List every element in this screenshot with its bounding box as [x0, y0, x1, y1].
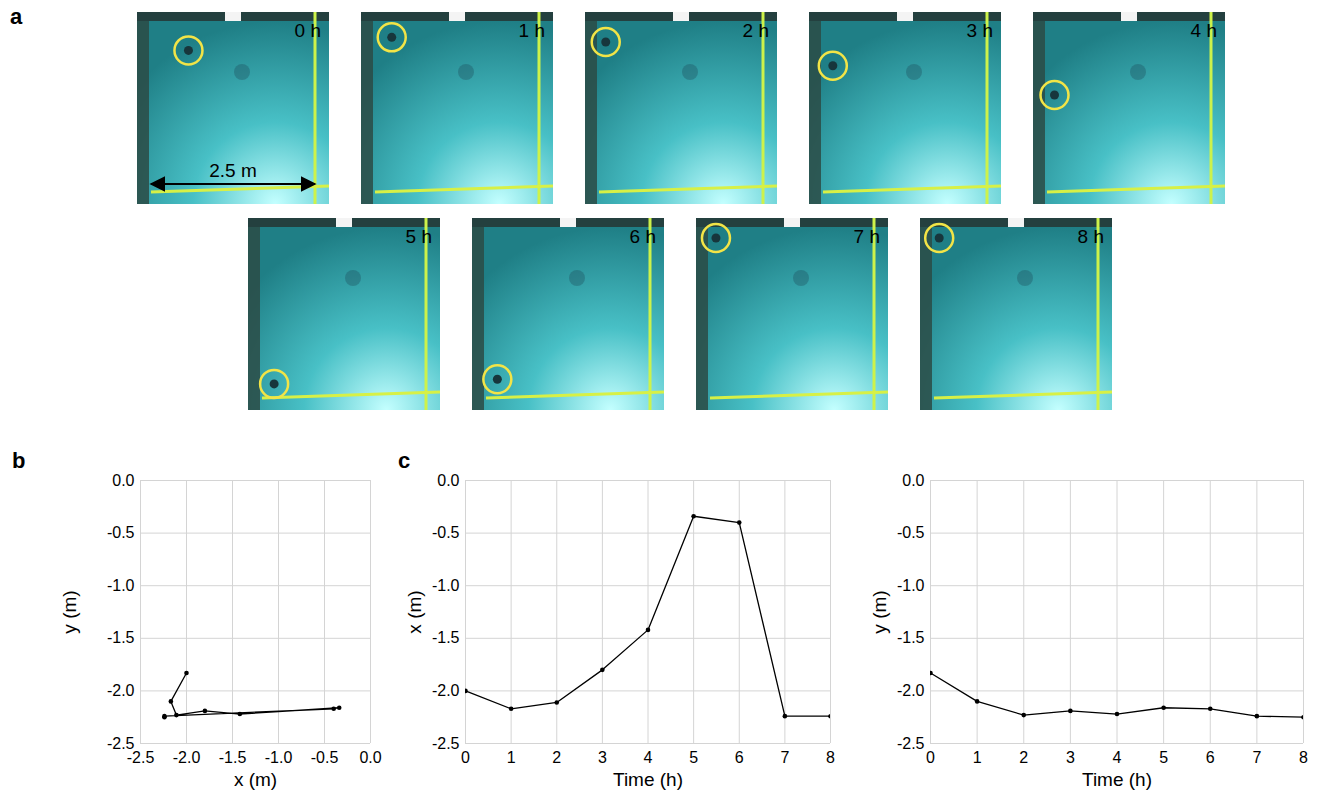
svg-text:5 h: 5 h — [406, 226, 432, 247]
svg-text:7 h: 7 h — [854, 226, 880, 247]
svg-text:-2.0: -2.0 — [173, 749, 201, 766]
svg-text:-1.0: -1.0 — [432, 577, 460, 594]
svg-text:-0.5: -0.5 — [432, 524, 460, 541]
svg-text:-0.5: -0.5 — [897, 524, 925, 541]
svg-text:-2.5: -2.5 — [432, 735, 460, 752]
svg-text:-1.5: -1.5 — [107, 629, 135, 646]
svg-text:y (m): y (m) — [59, 590, 80, 633]
svg-text:x (m): x (m) — [234, 769, 277, 790]
svg-text:0.0: 0.0 — [112, 472, 134, 489]
svg-text:4: 4 — [644, 749, 653, 766]
svg-text:3: 3 — [598, 749, 607, 766]
svg-text:Time (h): Time (h) — [1082, 769, 1152, 790]
svg-text:Time (h): Time (h) — [613, 769, 683, 790]
svg-text:-2.0: -2.0 — [897, 682, 925, 699]
svg-text:0.0: 0.0 — [902, 472, 924, 489]
html-text:a: a — [10, 4, 23, 29]
svg-text:-1.0: -1.0 — [265, 749, 293, 766]
svg-text:-0.5: -0.5 — [107, 524, 135, 541]
svg-text:6: 6 — [735, 749, 744, 766]
svg-text:1: 1 — [507, 749, 516, 766]
svg-text:0 h: 0 h — [295, 20, 321, 41]
svg-text:-1.5: -1.5 — [432, 629, 460, 646]
svg-text:4 h: 4 h — [1191, 20, 1217, 41]
svg-text:2.5 m: 2.5 m — [209, 160, 257, 181]
svg-text:2: 2 — [552, 749, 561, 766]
svg-text:-2.5: -2.5 — [126, 748, 155, 766]
svg-text:2 h: 2 h — [743, 20, 769, 41]
svg-text:3 h: 3 h — [967, 20, 993, 41]
svg-text:0.0: 0.0 — [437, 472, 459, 489]
svg-text:6 h: 6 h — [630, 226, 656, 247]
svg-text:y (m): y (m) — [869, 590, 890, 633]
svg-text:x (m): x (m) — [404, 590, 425, 633]
svg-text:5: 5 — [689, 749, 698, 766]
svg-text:8: 8 — [826, 749, 835, 766]
svg-text:5: 5 — [1159, 749, 1168, 766]
svg-text:1 h: 1 h — [519, 20, 545, 41]
svg-text:-0.5: -0.5 — [311, 749, 339, 766]
svg-text:0: 0 — [926, 749, 935, 766]
svg-text:0.0: 0.0 — [359, 749, 381, 766]
svg-text:0: 0 — [461, 749, 470, 766]
svg-text:-2.0: -2.0 — [107, 682, 135, 699]
svg-text:7: 7 — [780, 749, 789, 766]
svg-text:8 h: 8 h — [1078, 226, 1104, 247]
svg-text:-2.5: -2.5 — [107, 735, 135, 752]
svg-text:-2.0: -2.0 — [432, 682, 460, 699]
svg-text:-1.5: -1.5 — [897, 629, 925, 646]
svg-text:2: 2 — [1019, 749, 1028, 766]
svg-text:-1.5: -1.5 — [219, 749, 247, 766]
svg-text:-2.5: -2.5 — [897, 735, 925, 752]
html-text:b: b — [12, 448, 26, 473]
svg-text:6: 6 — [1206, 749, 1215, 766]
svg-text:-1.0: -1.0 — [107, 577, 135, 594]
svg-text:-1.0: -1.0 — [897, 577, 925, 594]
svg-text:3: 3 — [1066, 749, 1075, 766]
svg-text:8: 8 — [1299, 749, 1308, 766]
html-text:c: c — [398, 448, 411, 473]
svg-text:7: 7 — [1252, 749, 1261, 766]
svg-text:4: 4 — [1113, 749, 1122, 766]
svg-text:1: 1 — [973, 749, 982, 766]
